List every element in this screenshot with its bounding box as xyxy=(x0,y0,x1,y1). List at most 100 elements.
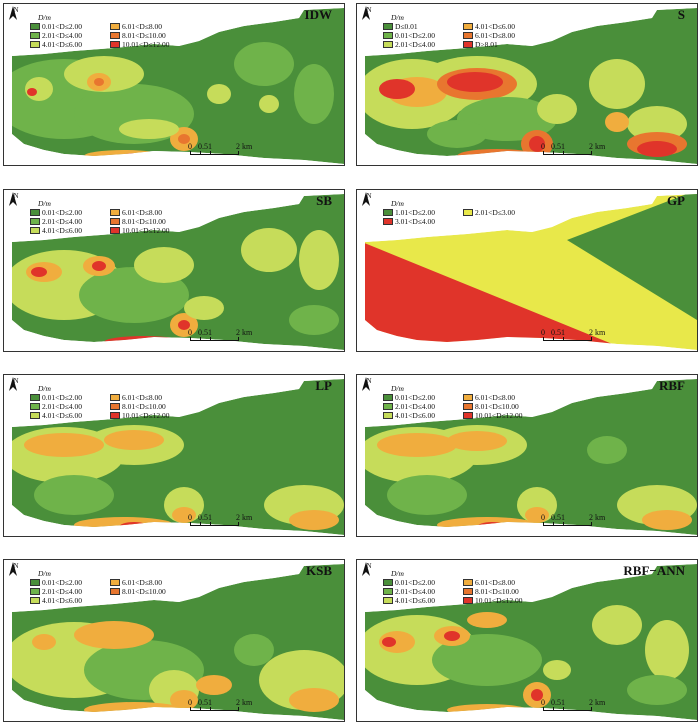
zone-c6 xyxy=(92,261,106,271)
zone-c6 xyxy=(531,689,543,701)
legend-label: 4.01<D≤6.00 xyxy=(42,226,83,235)
zone-c4 xyxy=(467,612,507,628)
legend-unit: D/m xyxy=(391,569,404,578)
legend-swatch xyxy=(30,218,40,225)
legend-label: 2.01<D≤4.00 xyxy=(42,587,83,596)
legend-swatch xyxy=(383,588,393,595)
legend-label: 6.01<D≤8.00 xyxy=(475,393,516,402)
interpolation-map xyxy=(365,194,697,350)
zone-c4 xyxy=(289,688,339,712)
scale-label: 2 km xyxy=(589,142,606,151)
zone-c6 xyxy=(27,88,37,96)
legend-label: 8.01<D≤10.00 xyxy=(475,587,519,596)
legend-swatch xyxy=(383,218,393,225)
legend-swatch xyxy=(110,394,120,401)
legend-label: 6.01<D≤8.00 xyxy=(475,578,516,587)
zone-c6 xyxy=(178,320,190,330)
scale-label: 1 xyxy=(561,698,565,707)
map-panel-ksb: KSB N D/m 0.01<D≤2.00 6.01<D≤8.00 2.01<D≤4.00… xyxy=(3,559,345,722)
panel-title: LP xyxy=(315,378,332,393)
north-arrow-icon: N xyxy=(361,192,377,206)
zone-c6 xyxy=(637,141,677,157)
legend-item: 10.01<D≤12.00 xyxy=(463,596,541,605)
scale-label: 2 km xyxy=(236,513,253,522)
legend-swatch xyxy=(463,32,473,39)
zone-c3 xyxy=(543,660,571,680)
zone-c4 xyxy=(447,431,507,451)
zone-c2 xyxy=(234,634,274,666)
legend-label: 3.01<D≤4.00 xyxy=(395,217,436,226)
scale-label: 0 xyxy=(188,328,192,337)
legend-item: 1.01<D≤2.00 xyxy=(383,208,461,217)
scale-label: 2 km xyxy=(589,698,606,707)
zone-c5 xyxy=(94,78,104,86)
scale-label: 0.5 xyxy=(551,698,561,707)
legend-item: 4.01<D≤6.00 xyxy=(30,226,108,235)
zone-c3 xyxy=(134,247,194,283)
zone-c4 xyxy=(525,507,549,523)
zone-c3 xyxy=(627,106,687,142)
legend-label: 6.01<D≤8.00 xyxy=(122,208,163,217)
scale-label: 2 km xyxy=(589,328,606,337)
map-panel-gp: GP N D/m 1.01<D≤2.00 2.01<D≤3.00 3.01<D≤4.00 0… xyxy=(356,189,698,352)
legend-item: D≤0.01 xyxy=(383,22,461,31)
legend-item: 6.01<D≤8.00 xyxy=(110,393,188,402)
scale-label: 2 km xyxy=(589,513,606,522)
legend-item: 0.01<D≤2.00 xyxy=(383,393,461,402)
scale-label: 0.5 xyxy=(551,328,561,337)
legend-label: 8.01<D≤10.00 xyxy=(122,402,166,411)
legend-item: 2.01<D≤4.00 xyxy=(30,587,108,596)
north-arrow-icon: N xyxy=(8,6,24,20)
legend-swatch xyxy=(30,394,40,401)
legend-swatch xyxy=(110,32,120,39)
legend-label: 10.01<D≤12.00 xyxy=(475,596,523,605)
legend-swatch xyxy=(110,412,120,419)
north-arrow-icon: N xyxy=(8,377,24,391)
legend-swatch xyxy=(30,41,40,48)
north-arrow-icon: N xyxy=(361,377,377,391)
map-panel-rbfann: RBF−ANN N D/m 0.01<D≤2.00 6.01<D≤8.00 2.01<D≤… xyxy=(356,559,698,722)
north-arrow-icon: N xyxy=(361,6,377,20)
legend-label: 4.01<D≤6.00 xyxy=(475,22,516,31)
legend-swatch xyxy=(30,588,40,595)
legend-item: 6.01<D≤8.00 xyxy=(110,208,188,217)
legend-label: 8.01<D≤10.00 xyxy=(475,402,519,411)
map-panel-sb: SB N D/m 0.01<D≤2.00 6.01<D≤8.00 2.01<D≤4.00 8… xyxy=(3,189,345,352)
zone-c5 xyxy=(457,149,537,163)
zone-c4 xyxy=(84,702,184,718)
scale-bar: 0 0.5 1 2 km xyxy=(539,513,619,535)
north-arrow-icon: N xyxy=(8,192,24,206)
scale-label: 1 xyxy=(561,328,565,337)
zone-c6 xyxy=(444,631,460,641)
zone-c4 xyxy=(605,112,629,132)
north-arrow-icon: N xyxy=(8,562,24,576)
zone-c6 xyxy=(382,637,396,647)
legend-label: 1.01<D≤2.00 xyxy=(395,208,436,217)
zone-c6 xyxy=(447,72,503,92)
zone-c4 xyxy=(24,433,104,457)
legend-swatch xyxy=(30,412,40,419)
legend-item: 10.01<D≤12.00 xyxy=(463,411,541,420)
map-panel-rbf: RBF N D/m 0.01<D≤2.00 6.01<D≤8.00 2.01<D≤4.00… xyxy=(356,374,698,537)
legend-unit: D/m xyxy=(391,384,404,393)
panel-title: RBF−ANN xyxy=(623,563,685,578)
zone-c5 xyxy=(178,134,190,144)
scale-bar: 0 0.5 1 2 km xyxy=(186,513,266,535)
scale-label: 0 xyxy=(188,698,192,707)
interpolation-map xyxy=(365,379,697,535)
legend-swatch xyxy=(383,32,393,39)
zone-base xyxy=(365,564,697,720)
legend-item: 2.01<D≤4.00 xyxy=(383,402,461,411)
legend: D/m 0.01<D≤2.00 6.01<D≤8.00 2.01<D≤4.00 8.01… xyxy=(30,199,200,235)
zone-c6 xyxy=(31,267,47,277)
legend-unit: D/m xyxy=(38,199,51,208)
legend: D/m 0.01<D≤2.00 6.01<D≤8.00 2.01<D≤4.00 8.01… xyxy=(30,569,200,605)
interpolation-map xyxy=(365,564,697,720)
legend-swatch xyxy=(110,403,120,410)
zone-c3 xyxy=(537,94,577,124)
zone-c4 xyxy=(642,510,692,530)
legend-label: D≤0.01 xyxy=(395,22,418,31)
zone-c2 xyxy=(294,64,334,124)
legend-item: 2.01<D≤4.00 xyxy=(30,31,108,40)
legend-swatch xyxy=(463,209,473,216)
